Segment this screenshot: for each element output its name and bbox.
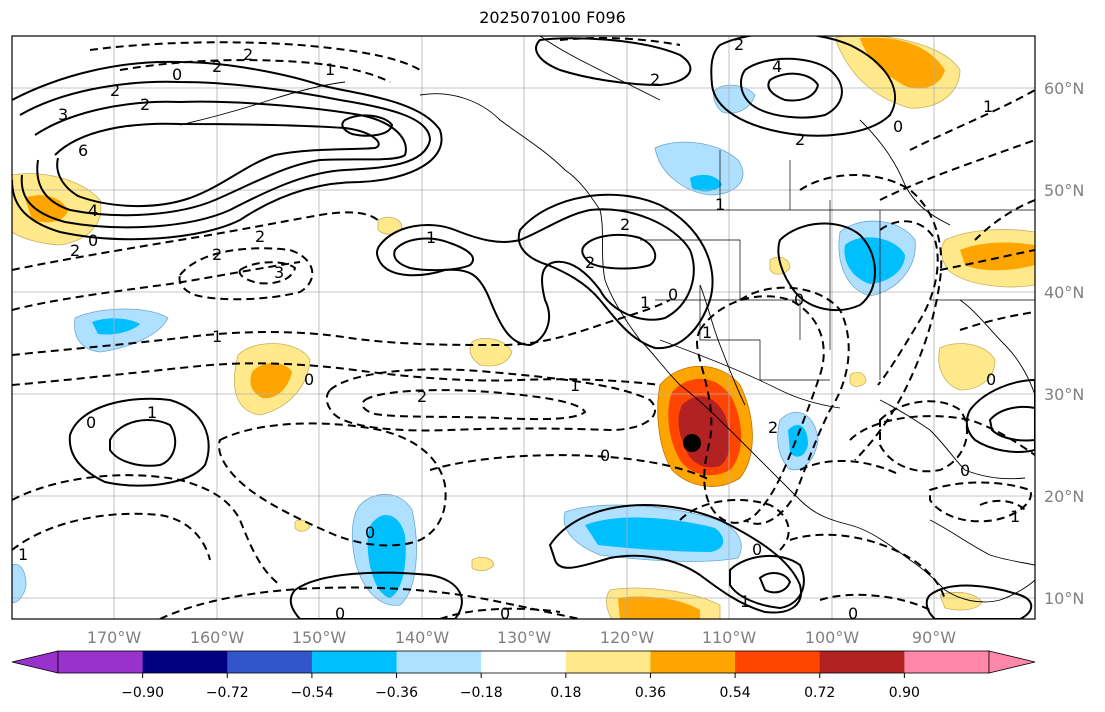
- lat-label: 40°N: [1044, 283, 1084, 302]
- colorbar-tick-label: −0.72: [206, 685, 249, 701]
- contour-label: 1: [325, 60, 335, 79]
- latitude-labels: 60°N 50°N 40°N 30°N 20°N 10°N: [1044, 79, 1084, 608]
- contour-label: 2: [620, 215, 630, 234]
- contour-label: 1: [702, 323, 712, 342]
- contour-label: 2: [417, 387, 427, 406]
- contour-label: 3: [274, 263, 284, 282]
- contours-negative: [12, 36, 1035, 619]
- contour-label: 2: [140, 95, 150, 114]
- contour-label: 1: [1010, 507, 1020, 526]
- contour-label: 2: [243, 45, 253, 64]
- contour-label: 2: [212, 245, 222, 264]
- contour-label: 3: [58, 105, 68, 124]
- contour-label: 1: [640, 293, 650, 312]
- colorbar-extend-low: [11, 650, 59, 674]
- contour-label: 2: [585, 253, 595, 272]
- contour-label: 0: [365, 523, 375, 542]
- contour-label: 0: [960, 461, 970, 480]
- lat-label: 10°N: [1044, 589, 1084, 608]
- lon-label: 130°W: [497, 628, 552, 647]
- contour-label: 2: [734, 35, 744, 54]
- colorbar-segment: [311, 651, 398, 673]
- contour-label: 2: [795, 130, 805, 149]
- lon-label: 160°W: [190, 628, 245, 647]
- colorbar-extend-high: [988, 650, 1036, 674]
- colorbar-tick-label: −0.18: [460, 685, 503, 701]
- contour-label: 0: [500, 604, 510, 623]
- contour-label: 1: [147, 403, 157, 422]
- colorbar-segment: [142, 651, 228, 673]
- lon-label: 140°W: [395, 628, 450, 647]
- contour-label: 0: [86, 413, 96, 432]
- contour-label: 2: [110, 81, 120, 100]
- colorbar-segment: [735, 651, 821, 673]
- colorbar-tick-label: −0.54: [290, 685, 333, 701]
- colorbar-tick-label: 0.18: [550, 685, 581, 701]
- lon-label: 120°W: [600, 628, 655, 647]
- map-background: [12, 36, 1035, 619]
- colorbar-segment: [650, 651, 736, 673]
- contour-labels: 2 2 0 1 2 2 3 6 4 0 2 3 2 1 2 0 1 0 2 1 …: [18, 35, 1020, 623]
- lat-label: 20°N: [1044, 487, 1084, 506]
- lon-label: 170°W: [87, 628, 142, 647]
- colorbar-tick-label: −0.90: [121, 685, 164, 701]
- plot-title: 2025070100 F096: [479, 8, 626, 27]
- colorbar-segment: [227, 651, 313, 673]
- contour-label: 2: [212, 57, 222, 76]
- contour-label: 1: [715, 195, 725, 214]
- map-frame: [11, 35, 1036, 620]
- contour-label: 0: [794, 290, 804, 309]
- contour-label: 4: [772, 57, 782, 76]
- contour-label: 0: [88, 231, 98, 250]
- contour-label: 6: [78, 141, 88, 160]
- contour-label: 2: [650, 70, 660, 89]
- colorbar-tick-label: 0.54: [720, 685, 751, 701]
- colorbar-segment: [396, 651, 482, 673]
- contour-label: 1: [983, 97, 993, 116]
- lat-label: 30°N: [1044, 385, 1084, 404]
- colorbar-segment: [481, 651, 567, 673]
- contour-label: 0: [986, 370, 996, 389]
- contour-label: 0: [893, 117, 903, 136]
- contour-label: 2: [768, 418, 778, 437]
- colorbar-tick-label: −0.36: [375, 685, 418, 701]
- contour-label: 0: [668, 285, 678, 304]
- lon-label: 150°W: [292, 628, 347, 647]
- contour-label: 0: [172, 65, 182, 84]
- colorbar-tick-label: 0.72: [804, 685, 835, 701]
- contour-label: 1: [212, 327, 222, 346]
- contour-label: 0: [600, 446, 610, 465]
- longitude-labels: 170°W 160°W 150°W 140°W 130°W 120°W 110°…: [87, 628, 956, 647]
- colorbar-segment: [819, 651, 905, 673]
- coastlines: [179, 36, 1035, 603]
- contour-label: 0: [304, 370, 314, 389]
- lon-label: 100°W: [805, 628, 860, 647]
- contour-label: 0: [335, 604, 345, 623]
- contour-label: 4: [88, 201, 98, 220]
- colorbar-segment: [58, 651, 144, 673]
- contour-label: 1: [426, 228, 436, 247]
- colorbar-tick-label: 0.90: [889, 685, 920, 701]
- lon-label: 110°W: [702, 628, 757, 647]
- lat-label: 50°N: [1044, 181, 1084, 200]
- contour-label: 0: [848, 604, 858, 623]
- lat-label: 60°N: [1044, 79, 1084, 98]
- contour-label: 0: [752, 540, 762, 559]
- lon-label: 90°W: [912, 628, 956, 647]
- colorbar-segment: [565, 651, 651, 673]
- colorbar: −0.90 −0.72 −0.54 −0.36 −0.18 0.18 0.36 0.54 0.7…: [11, 650, 1036, 701]
- contour-label: 1: [18, 545, 28, 564]
- storm-center-marker: [683, 434, 701, 452]
- contour-label: 2: [70, 241, 80, 260]
- contour-label: 2: [255, 227, 265, 246]
- colorbar-segment: [904, 651, 990, 673]
- colorbar-tick-label: 0.36: [635, 685, 666, 701]
- contour-label: 1: [570, 376, 580, 395]
- graticule: [12, 36, 1035, 619]
- contour-label: 1: [740, 592, 750, 611]
